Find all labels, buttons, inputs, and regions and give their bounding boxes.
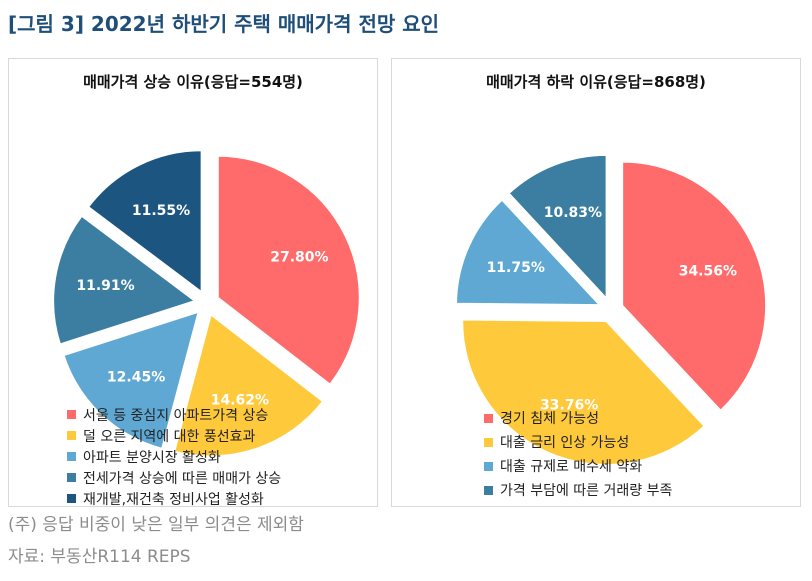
legend-swatch: [67, 431, 76, 440]
slice-data-label: 11.55%: [132, 203, 190, 219]
legend-item: 대출 규제로 매수세 약화: [484, 454, 672, 478]
pie-slice: [172, 312, 325, 458]
legend-swatch: [67, 410, 76, 419]
slice-data-label: 11.91%: [76, 278, 134, 294]
legend-fall: 경기 침체 가능성 대출 금리 인상 가능성 대출 규제로 매수세 약화 가격 …: [484, 406, 672, 502]
legend-label: 전세가격 상승에 따른 매매가 상승: [83, 470, 282, 487]
legend-label: 덜 오른 지역에 대한 풍선효과: [83, 428, 256, 445]
legend-label: 대출 규제로 매수세 약화: [500, 459, 643, 475]
source-note: 자료: 부동산R114 REPS: [8, 547, 191, 567]
pie-slice: [216, 154, 361, 387]
legend-item: 경기 침체 가능성: [484, 406, 672, 430]
legend-label: 가격 부담에 따른 거래량 부족: [500, 483, 673, 499]
footnote: (주) 응답 비중이 낮은 일부 의견은 제외함: [8, 515, 304, 535]
slice-data-label: 27.80%: [270, 250, 328, 266]
slice-data-label: 33.76%: [540, 397, 598, 413]
legend-label: 서울 등 중심지 아파트가격 상승: [83, 407, 269, 424]
pie-chart-rise: 27.80% 14.62% 12.45% 11.91% 11.55%: [52, 149, 361, 458]
pie-slice: [507, 153, 608, 302]
legend-label: 경기 침체 가능성: [500, 411, 600, 427]
legend-item: 전세가격 상승에 따른 매매가 상승: [67, 467, 281, 488]
slice-data-label: 11.75%: [487, 260, 545, 276]
legend-item: 아파트 분양시장 활성화: [67, 446, 281, 467]
legend-rise: 서울 등 중심지 아파트가격 상승 덜 오른 지역에 대한 풍선효과 아파트 분…: [67, 404, 281, 509]
slice-data-label: 10.83%: [544, 205, 602, 221]
pie-slice: [86, 149, 203, 295]
legend-item: 대출 금리 인상 가능성: [484, 430, 672, 454]
chart-panel-rise: 매매가격 상승 이유(응답=554명) 27.80% 14.62% 12.45% 11…: [8, 58, 378, 509]
legend-label: 대출 금리 인상 가능성: [500, 435, 630, 451]
legend-swatch: [484, 485, 493, 495]
pie-chart-fall: 34.56% 33.76% 11.75% 10.83%: [455, 153, 768, 466]
chart-title-rise: 매매가격 상승 이유(응답=554명): [83, 73, 303, 91]
pie-slice: [52, 214, 198, 346]
legend-label: 아파트 분양시장 활성화: [83, 449, 221, 466]
pie-slice: [455, 198, 603, 307]
legend-swatch: [67, 452, 76, 461]
pie-slice: [62, 310, 201, 451]
slice-data-label: 14.62%: [211, 392, 269, 408]
legend-item: 가격 부담에 따른 거래량 부족: [484, 478, 672, 502]
legend-swatch: [67, 494, 76, 503]
legend-swatch: [484, 437, 493, 447]
legend-label: 재개발,재건축 정비사업 활성화: [83, 491, 264, 508]
legend-swatch: [484, 461, 493, 471]
slice-data-label: 34.56%: [679, 264, 737, 280]
legend-item: 덜 오른 지역에 대한 풍선효과: [67, 425, 281, 446]
chart-panel-fall: 매매가격 하락 이유(응답=868명) 34.56% 33.76% 11.75% 10…: [391, 58, 801, 507]
slice-data-label: 12.45%: [107, 370, 165, 386]
legend-item: 서울 등 중심지 아파트가격 상승: [67, 404, 281, 425]
legend-swatch: [484, 413, 493, 423]
pie-slice: [461, 318, 707, 466]
figure-title: [그림 3] 2022년 하반기 주택 매매가격 전망 요인: [8, 12, 440, 36]
chart-title-fall: 매매가격 하락 이유(응답=868명): [486, 73, 706, 91]
pie-slice: [621, 160, 768, 413]
legend-item: 재개발,재건축 정비사업 활성화: [67, 488, 281, 509]
legend-swatch: [67, 473, 76, 482]
